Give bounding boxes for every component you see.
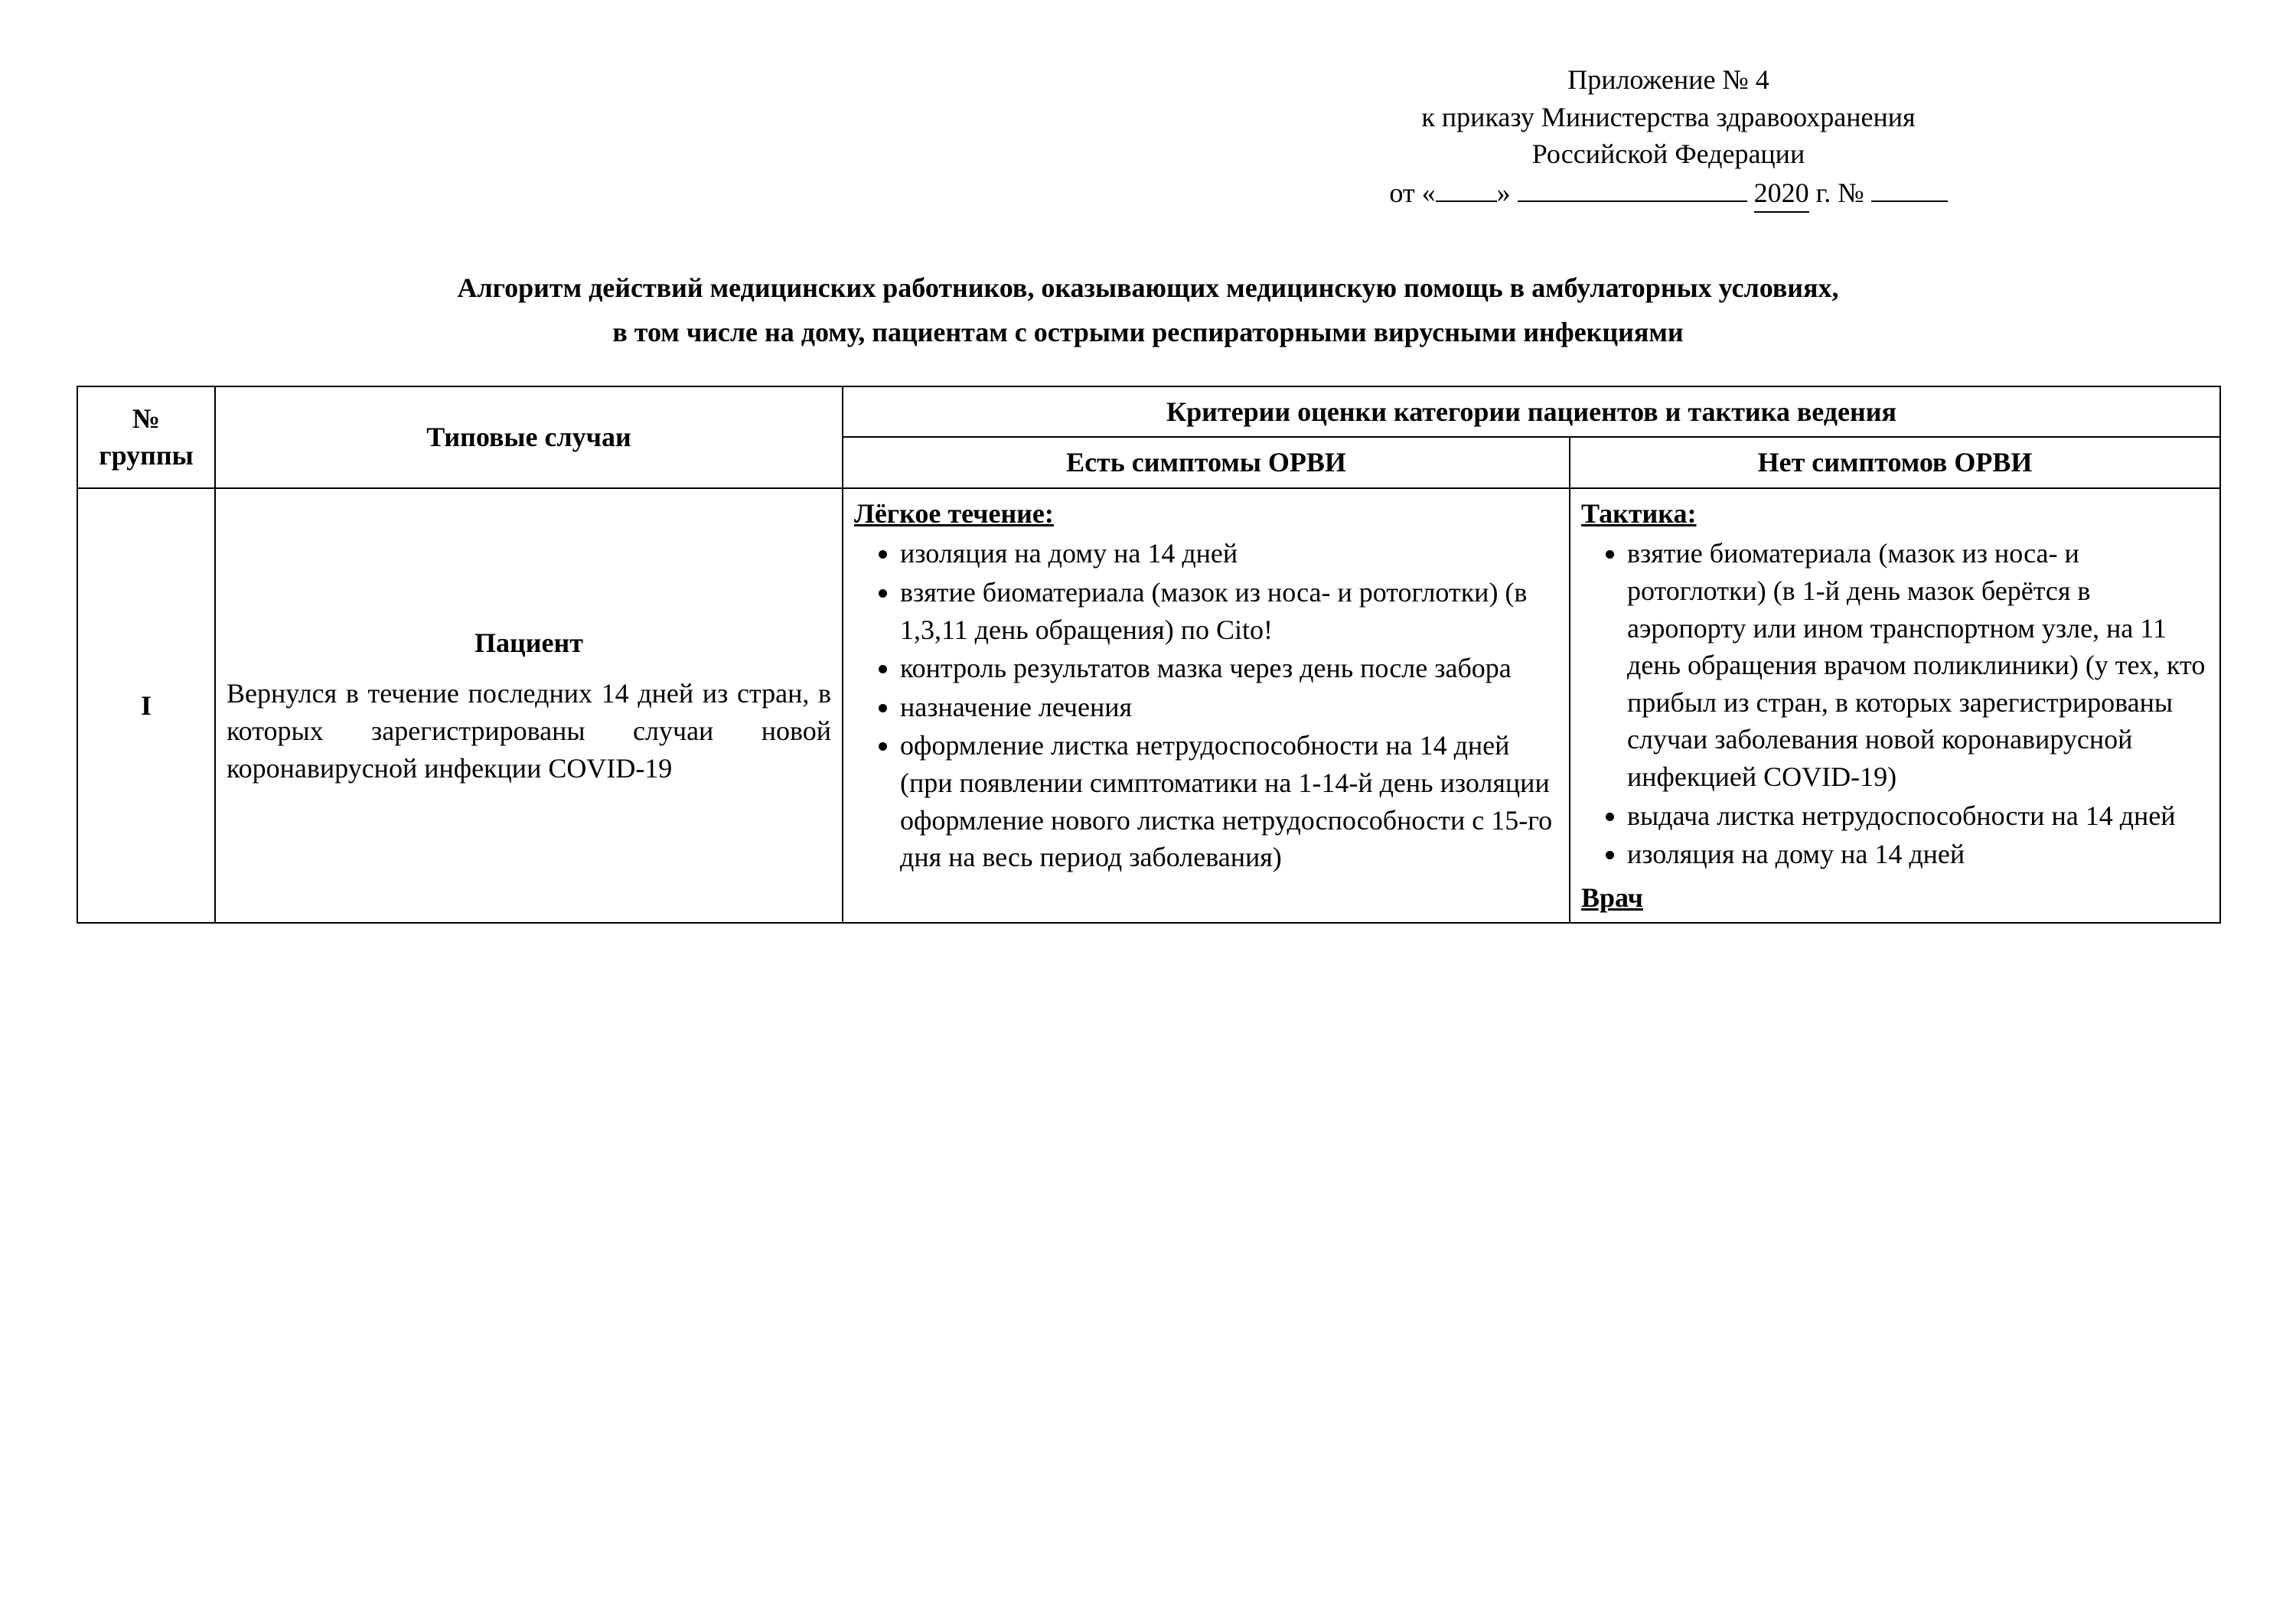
list-item: взятие биоматериала (мазок из носа- и ро…: [1627, 535, 2209, 795]
year-suffix: г. №: [1816, 178, 1864, 208]
list-item: назначение лечения: [900, 689, 1558, 726]
no-symptoms-cell: Тактика: взятие биоматериала (мазок из н…: [1570, 488, 2220, 924]
col-header-no-symptoms: Нет симптомов ОРВИ: [1570, 437, 2220, 488]
attachment-number: Приложение № 4: [1148, 61, 2189, 99]
tactics-heading: Тактика:: [1581, 498, 1696, 529]
col-header-criteria: Критерии оценки категории пациентов и та…: [843, 386, 2220, 438]
from-label: от «: [1389, 178, 1435, 208]
document-title: Алгоритм действий медицинских работников…: [107, 266, 2189, 354]
yes-symptoms-cell: Лёгкое течение: изоляция на дому на 14 д…: [843, 488, 1570, 924]
decree-line: к приказу Министерства здравоохранения: [1148, 99, 2189, 136]
title-line-1: Алгоритм действий медицинских работников…: [107, 266, 2189, 311]
list-item: взятие биоматериала (мазок из носа- и ро…: [900, 574, 1558, 648]
mild-course-heading: Лёгкое течение:: [854, 498, 1054, 529]
col-header-group: № группы: [77, 386, 215, 488]
federation-line: Российской Федерации: [1148, 135, 2189, 173]
month-blank: [1518, 173, 1747, 202]
col-header-cases: Типовые случаи: [215, 386, 843, 488]
group-number: I: [77, 488, 215, 924]
close-quote: »: [1497, 178, 1511, 208]
attachment-header: Приложение № 4 к приказу Министерства зд…: [1148, 61, 2189, 213]
col-header-yes-symptoms: Есть симптомы ОРВИ: [843, 437, 1570, 488]
list-item: изоляция на дому на 14 дней: [900, 535, 1558, 572]
list-item: оформление листка нетрудоспособности на …: [900, 727, 1558, 875]
list-item: контроль результатов мазка через день по…: [900, 650, 1558, 687]
algorithm-table: № группы Типовые случаи Критерии оценки …: [77, 386, 2221, 924]
number-blank: [1871, 173, 1948, 202]
list-item: выдача листка нетрудоспособности на 14 д…: [1627, 797, 2209, 835]
yes-bullet-list: изоляция на дому на 14 дней взятие биома…: [854, 535, 1558, 875]
day-blank: [1436, 173, 1497, 202]
list-item: изоляция на дому на 14 дней: [1627, 836, 2209, 873]
case-body: Вернулся в течение последних 14 дней из …: [227, 675, 831, 787]
year-prefix: 2020: [1754, 174, 1809, 213]
title-line-2: в том числе на дому, пациентам с острыми…: [107, 311, 2189, 355]
date-line: от « » 2020 г. №: [1148, 173, 2189, 213]
case-heading: Пациент: [227, 624, 831, 662]
typical-case-cell: Пациент Вернулся в течение последних 14 …: [215, 488, 843, 924]
no-bullet-list: взятие биоматериала (мазок из носа- и ро…: [1581, 535, 2209, 872]
doctor-footer: Врач: [1581, 882, 1643, 913]
table-row: I Пациент Вернулся в течение последних 1…: [77, 488, 2220, 924]
